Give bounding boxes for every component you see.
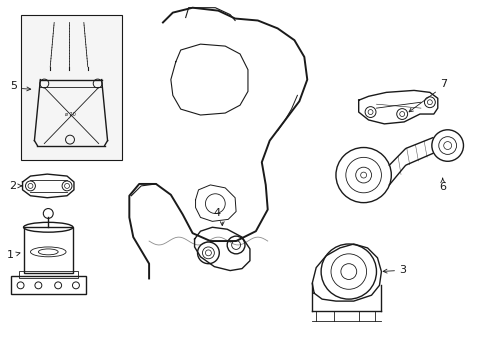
Text: 2: 2 [9,181,16,191]
Bar [20,15,122,160]
Text: 5: 5 [10,81,17,91]
Text: 1: 1 [7,250,14,260]
Text: ø 20: ø 20 [64,112,75,117]
Text: 3: 3 [399,265,406,275]
Bar [23,227,73,273]
Text: 4: 4 [213,208,221,219]
Text: 7: 7 [439,80,447,90]
Text: 6: 6 [438,182,446,192]
Bar [11,276,86,294]
Bar [19,271,78,278]
